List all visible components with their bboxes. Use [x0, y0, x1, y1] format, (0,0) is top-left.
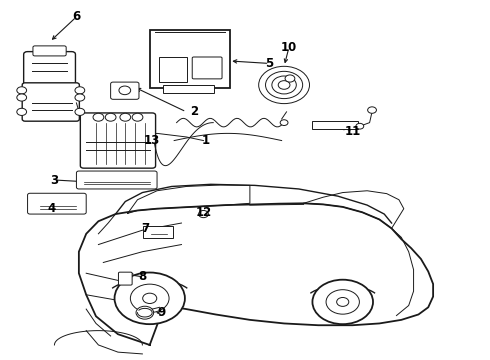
Text: 1: 1: [202, 134, 210, 147]
FancyBboxPatch shape: [119, 272, 132, 285]
Text: 11: 11: [344, 125, 361, 138]
FancyBboxPatch shape: [24, 51, 75, 86]
Circle shape: [272, 76, 296, 94]
FancyBboxPatch shape: [33, 46, 66, 56]
FancyBboxPatch shape: [111, 82, 139, 99]
FancyBboxPatch shape: [192, 57, 222, 79]
Circle shape: [136, 306, 154, 319]
Circle shape: [266, 71, 303, 99]
Text: 3: 3: [50, 174, 58, 186]
Circle shape: [105, 113, 116, 121]
FancyBboxPatch shape: [27, 193, 86, 214]
Circle shape: [75, 87, 85, 94]
FancyBboxPatch shape: [163, 85, 214, 93]
Circle shape: [259, 66, 310, 104]
Circle shape: [17, 108, 26, 116]
Circle shape: [278, 81, 290, 89]
Circle shape: [93, 113, 104, 121]
Circle shape: [356, 123, 364, 129]
Circle shape: [285, 75, 295, 82]
FancyBboxPatch shape: [76, 171, 157, 189]
FancyBboxPatch shape: [313, 121, 358, 129]
Circle shape: [115, 273, 185, 324]
FancyBboxPatch shape: [150, 30, 230, 88]
Text: 5: 5: [265, 57, 273, 70]
FancyBboxPatch shape: [80, 113, 156, 168]
Circle shape: [17, 94, 26, 101]
Text: 12: 12: [196, 206, 212, 219]
FancyBboxPatch shape: [159, 57, 187, 82]
Circle shape: [119, 86, 131, 95]
Text: 6: 6: [73, 10, 80, 23]
Circle shape: [280, 120, 288, 126]
Circle shape: [75, 94, 85, 101]
Text: 8: 8: [138, 270, 147, 283]
Circle shape: [132, 113, 143, 121]
Circle shape: [198, 211, 208, 218]
Circle shape: [17, 87, 26, 94]
Text: 2: 2: [190, 105, 198, 118]
Text: 4: 4: [48, 202, 56, 215]
Circle shape: [368, 107, 376, 113]
Text: 13: 13: [144, 134, 160, 147]
Circle shape: [120, 113, 131, 121]
Text: 9: 9: [158, 306, 166, 319]
Circle shape: [313, 280, 373, 324]
Circle shape: [75, 108, 85, 116]
FancyBboxPatch shape: [22, 83, 79, 121]
FancyBboxPatch shape: [144, 226, 173, 238]
Text: 10: 10: [281, 41, 297, 54]
Text: 7: 7: [141, 222, 149, 235]
